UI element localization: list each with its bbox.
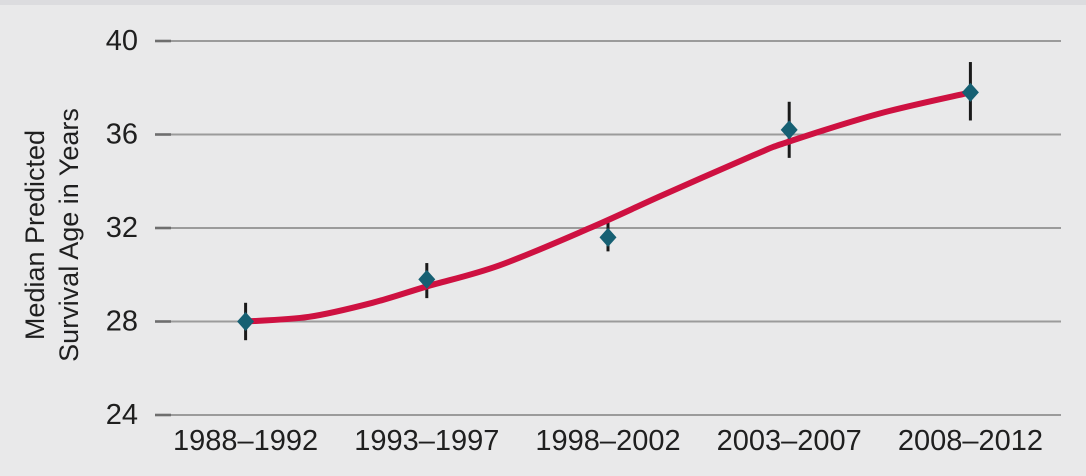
x-tick-label: 2008–2012 bbox=[898, 425, 1043, 457]
data-point-marker bbox=[237, 312, 255, 331]
data-point-marker bbox=[418, 269, 436, 289]
y-tick-label: 36 bbox=[106, 119, 138, 151]
y-axis-title: Survival Age in Years bbox=[54, 108, 84, 362]
data-point-marker bbox=[961, 82, 979, 102]
x-tick-label: 2003–2007 bbox=[717, 425, 862, 457]
y-tick-label: 40 bbox=[106, 25, 138, 57]
y-tick-label: 28 bbox=[106, 306, 138, 338]
data-point-marker bbox=[599, 227, 617, 247]
y-tick-label: 32 bbox=[106, 212, 138, 244]
x-tick-label: 1988–1992 bbox=[173, 425, 318, 457]
y-tick-label: 24 bbox=[106, 399, 138, 431]
data-point-marker bbox=[780, 120, 798, 140]
fit-curve-line bbox=[242, 89, 974, 325]
x-tick-label: 1993–1997 bbox=[354, 425, 499, 457]
y-axis-title: Median Predicted bbox=[20, 130, 50, 340]
figure-top-strip bbox=[0, 0, 1086, 5]
x-tick-label: 1998–2002 bbox=[535, 425, 680, 457]
